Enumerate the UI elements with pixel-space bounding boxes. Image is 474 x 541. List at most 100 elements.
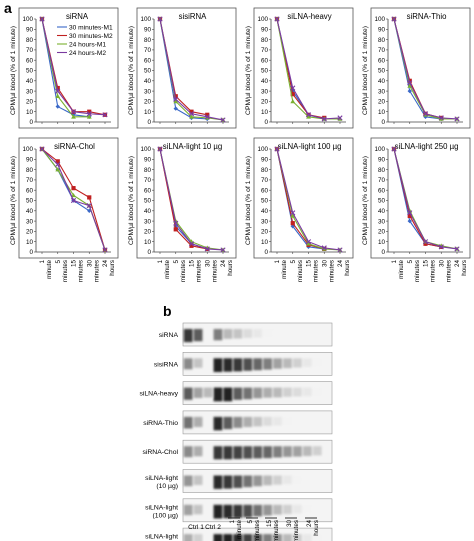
blot-band — [293, 534, 302, 541]
data-point-triangle — [71, 114, 76, 119]
blot-row-label-line: siLNA-light — [145, 534, 178, 541]
y-tick-label: 100 — [257, 146, 268, 153]
data-point-x — [220, 117, 226, 123]
data-point-square — [87, 109, 92, 114]
y-tick-label: 40 — [261, 78, 269, 85]
data-point-x — [422, 239, 429, 245]
x-tick-label: 24hours — [102, 260, 116, 276]
blot-strip: siLNA-light (10 µg) — [145, 469, 333, 493]
blot-band — [193, 416, 203, 427]
y-tick-label: 30 — [378, 88, 386, 95]
y-tick-label: 80 — [261, 167, 269, 174]
chart-title: siLNA-heavy — [287, 12, 331, 21]
data-point-x — [290, 210, 296, 216]
blot-lane-label: 5minutes — [247, 520, 261, 541]
chart-title: siRNA-Chol — [54, 142, 95, 151]
blot-lane-label-line: 5 — [247, 520, 254, 524]
x-tick-label-line: 1 — [157, 260, 164, 264]
y-tick-label: 60 — [261, 187, 269, 194]
x-tick-label-line: minutes — [414, 260, 421, 282]
x-tick-label: 15minutes — [423, 260, 437, 283]
blot-row-label-line: siRNA-Thio — [143, 420, 178, 427]
x-tick-label-line: 1 — [274, 260, 281, 264]
legend-label: 30 minutes-M1 — [69, 24, 113, 31]
x-tick-label-line: 5 — [55, 260, 62, 264]
x-tick-label-line: minutes — [328, 260, 335, 282]
y-tick-label: 10 — [26, 239, 34, 246]
x-tick-label-line: 24 — [454, 260, 461, 268]
blot-band — [312, 446, 322, 456]
y-tick-label: 50 — [144, 68, 152, 75]
y-axis-label: CPM/µl blood (% of 1 minute) — [128, 26, 135, 115]
blot-lane-label: Ctrl 1 — [188, 524, 204, 531]
blot-strip: sisiRNA — [154, 351, 333, 376]
blot-band — [183, 416, 193, 429]
blot-band — [293, 475, 302, 484]
blot-band — [213, 475, 223, 489]
chart-panel: 0 10 20 30 40 50 60 70 80 90 100 CPM/µl blood (% of… — [128, 7, 237, 129]
y-tick-label: 100 — [374, 16, 385, 23]
blot-band — [253, 475, 263, 487]
y-tick-label: 30 — [378, 218, 386, 225]
blot-bands — [183, 446, 322, 460]
blot-band — [243, 358, 253, 371]
y-tick-label: 30 — [144, 218, 152, 225]
blot-band — [183, 475, 193, 487]
data-point-x — [407, 80, 413, 86]
x-tick-label: 30minutes — [438, 260, 452, 283]
legend-label: 24 hours-M2 — [69, 50, 106, 57]
blot-band — [223, 358, 233, 372]
x-tick-label-line: 30 — [321, 260, 328, 268]
chart-panel: 0 10 20 30 40 50 60 70 80 90 100 CPM/µl blood (% of… — [10, 7, 119, 129]
y-tick-label: 10 — [144, 239, 152, 246]
y-tick-label: 50 — [261, 68, 269, 75]
blot-band — [243, 475, 253, 488]
blot-strip: siRNA — [159, 322, 333, 347]
blot-band — [283, 416, 292, 426]
blot-band — [273, 534, 282, 541]
chart-panel: 0 10 20 30 40 50 60 70 80 90 100 CPM/µl blood (% of… — [362, 137, 471, 283]
data-point-square — [173, 227, 178, 232]
x-tick-label-line: minutes — [445, 260, 452, 282]
blot-bands — [183, 534, 322, 541]
y-tick-label: 80 — [26, 167, 34, 174]
series-line — [159, 18, 208, 120]
data-point-x — [220, 247, 226, 253]
y-tick-label: 10 — [378, 239, 386, 246]
x-tick-label-line: 30 — [204, 260, 211, 268]
blot-lane-label-line: minute — [236, 520, 243, 539]
data-point-square — [407, 213, 412, 219]
blot-band — [233, 387, 243, 400]
y-tick-label: 60 — [144, 57, 152, 64]
blot-band — [193, 534, 203, 541]
legend-label: 24 hours-M1 — [69, 41, 106, 48]
x-tick-label: 15minutes — [189, 260, 203, 283]
y-tick-label: 70 — [378, 47, 386, 54]
blot-band — [243, 387, 253, 400]
data-point-triangle — [290, 213, 296, 218]
blot-band — [233, 446, 243, 459]
y-tick-label: 50 — [26, 198, 34, 205]
data-point-x — [70, 109, 77, 115]
data-point-x — [173, 96, 179, 102]
y-tick-label: 40 — [144, 208, 152, 215]
blot-band — [253, 329, 263, 338]
chart-title: siRNA-Thio — [407, 12, 448, 21]
blot-lane-label: 15minutes — [266, 520, 280, 541]
data-point-x — [157, 146, 163, 152]
data-point-square — [87, 195, 92, 200]
x-tick-label: 5minutes — [55, 260, 69, 283]
data-point-x — [321, 245, 327, 251]
panel-b-label: b — [163, 303, 172, 319]
blot-band — [253, 358, 263, 371]
data-point-x — [55, 161, 61, 168]
x-tick-label-line: minutes — [211, 260, 218, 282]
x-tick-label-line: hours — [227, 260, 234, 276]
blot-row-label: sisiRNA — [154, 361, 179, 368]
x-tick-label-line: minute — [398, 260, 405, 279]
series-line — [41, 18, 90, 118]
y-tick-label: 70 — [261, 177, 269, 184]
y-axis-label: CPM/µl blood (% of 1 minute) — [362, 156, 369, 245]
y-axis-label: CPM/µl blood (% of 1 minute) — [10, 156, 17, 245]
data-point-square — [55, 159, 60, 164]
